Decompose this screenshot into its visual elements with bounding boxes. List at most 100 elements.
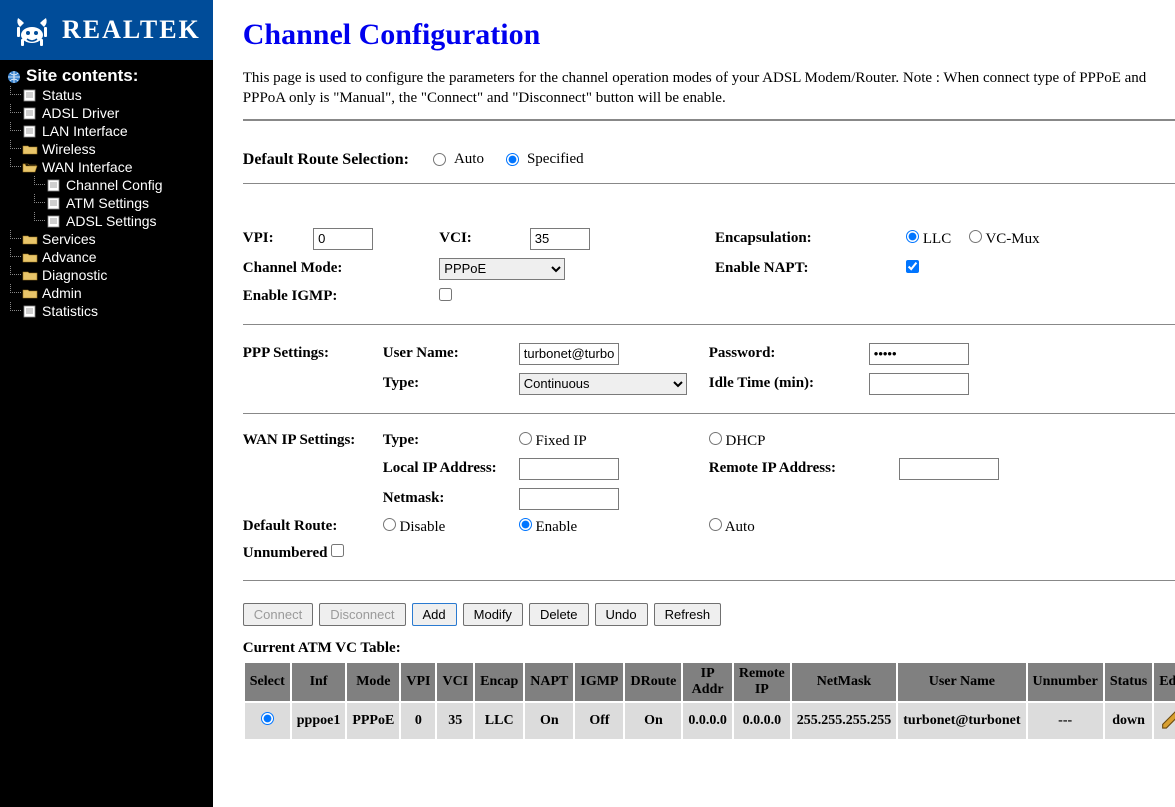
password-label: Password: [709,339,869,369]
col-remote-ip: Remote IP [733,662,791,702]
type-select[interactable]: Continuous [519,373,687,395]
igmp-checkbox[interactable] [439,288,452,301]
sidebar-item-admin[interactable]: Admin [22,284,213,302]
sidebar-item-label: Wireless [42,141,96,157]
sidebar-item-label: Diagnostic [42,267,107,283]
page-icon [22,305,38,318]
vpi-input[interactable] [313,228,373,250]
local-ip-label: Local IP Address: [383,454,519,484]
password-input[interactable] [869,343,969,365]
col-droute: DRoute [624,662,682,702]
fixed-ip-radio[interactable] [519,432,532,445]
col-edit: Edit [1153,662,1175,702]
netmask-input[interactable] [519,488,619,510]
sidebar: REALTEK Site contents: StatusADSL Driver… [0,0,213,807]
specified-radio[interactable] [506,153,519,166]
sidebar-item-label: ADSL Settings [66,213,157,229]
page-icon [46,197,62,210]
dhcp-label: DHCP [726,433,766,449]
col-napt: NAPT [524,662,574,702]
username-label: User Name: [383,339,519,369]
napt-checkbox[interactable] [906,260,919,273]
vpi-label: VPI: [243,224,313,254]
unnumbered-label: Unnumbered [243,545,328,561]
sidebar-item-statistics[interactable]: Statistics [22,302,213,320]
sidebar-item-label: Services [42,231,96,247]
page-icon [46,179,62,192]
netmask-label: Netmask: [383,484,519,514]
cell-username: turbonet@turbonet [897,702,1026,741]
vc-select-radio[interactable] [261,712,274,725]
sidebar-item-advance[interactable]: Advance [22,248,213,266]
page-icon [46,215,62,228]
sidebar-item-atm-settings[interactable]: ATM Settings [46,194,213,212]
disconnect-button[interactable]: Disconnect [319,603,405,626]
cell-remoteip: 0.0.0.0 [733,702,791,741]
llc-radio[interactable] [906,230,919,243]
page-icon [22,125,38,138]
sidebar-item-wireless[interactable]: Wireless [22,140,213,158]
remote-ip-input[interactable] [899,458,999,480]
cell-vci: 35 [436,702,474,741]
cell-vpi: 0 [400,702,436,741]
divider [243,580,1175,581]
cell-droute: On [624,702,682,741]
col-unnumber: Unnumber [1027,662,1104,702]
sidebar-item-label: Advance [42,249,96,265]
vci-input[interactable] [530,228,590,250]
add-button[interactable]: Add [412,603,457,626]
unnumbered-checkbox[interactable] [331,544,344,557]
sidebar-item-diagnostic[interactable]: Diagnostic [22,266,213,284]
page-icon [22,89,38,102]
idle-input[interactable] [869,373,969,395]
cell-mode: PPPoE [346,702,400,741]
sidebar-item-label: Status [42,87,82,103]
local-ip-input[interactable] [519,458,619,480]
folder-icon [22,287,38,300]
vcmux-radio[interactable] [969,230,982,243]
ppp-title: PPP Settings: [243,339,383,369]
sidebar-item-wan-interface[interactable]: WAN Interface [22,158,213,176]
col-user-name: User Name [897,662,1026,702]
enable-radio[interactable] [519,518,532,531]
sidebar-item-lan-interface[interactable]: LAN Interface [22,122,213,140]
cell-inf: pppoe1 [291,702,347,741]
modify-button[interactable]: Modify [463,603,523,626]
logo-banner: REALTEK [0,0,213,60]
folder-icon [22,143,38,156]
type-label: Type: [383,369,519,399]
folder-icon [22,233,38,246]
vc-table: SelectInfModeVPIVCIEncapNAPTIGMPDRouteIP… [243,661,1175,742]
delete-button[interactable]: Delete [529,603,589,626]
col-encap: Encap [474,662,524,702]
sidebar-item-label: Statistics [42,303,98,319]
refresh-button[interactable]: Refresh [654,603,722,626]
username-input[interactable] [519,343,619,365]
vcmux-label: VC-Mux [985,231,1039,247]
sidebar-item-services[interactable]: Services [22,230,213,248]
encap-label: Encapsulation: [715,224,906,254]
divider [243,324,1175,325]
divider [243,413,1175,414]
dhcp-radio[interactable] [709,432,722,445]
auto-radio[interactable] [433,153,446,166]
sidebar-item-adsl-driver[interactable]: ADSL Driver [22,104,213,122]
auto-dr-radio[interactable] [709,518,722,531]
edit-icon[interactable] [1159,720,1175,735]
col-mode: Mode [346,662,400,702]
chmode-select[interactable]: PPPoE [439,258,565,280]
sidebar-item-channel-config[interactable]: Channel Config [46,176,213,194]
sidebar-item-adsl-settings[interactable]: ADSL Settings [46,212,213,230]
sidebar-item-label: ATM Settings [66,195,149,211]
brand-name: REALTEK [62,15,201,45]
cell-status: down [1104,702,1153,741]
tree-title: Site contents: [4,66,213,86]
undo-button[interactable]: Undo [595,603,648,626]
disable-radio[interactable] [383,518,396,531]
sidebar-item-status[interactable]: Status [22,86,213,104]
nav-tree: Site contents: StatusADSL DriverLAN Inte… [0,60,213,320]
cell-unnumber: --- [1027,702,1104,741]
defroute-label: Default Route: [243,514,383,540]
connect-button[interactable]: Connect [243,603,313,626]
col-status: Status [1104,662,1153,702]
